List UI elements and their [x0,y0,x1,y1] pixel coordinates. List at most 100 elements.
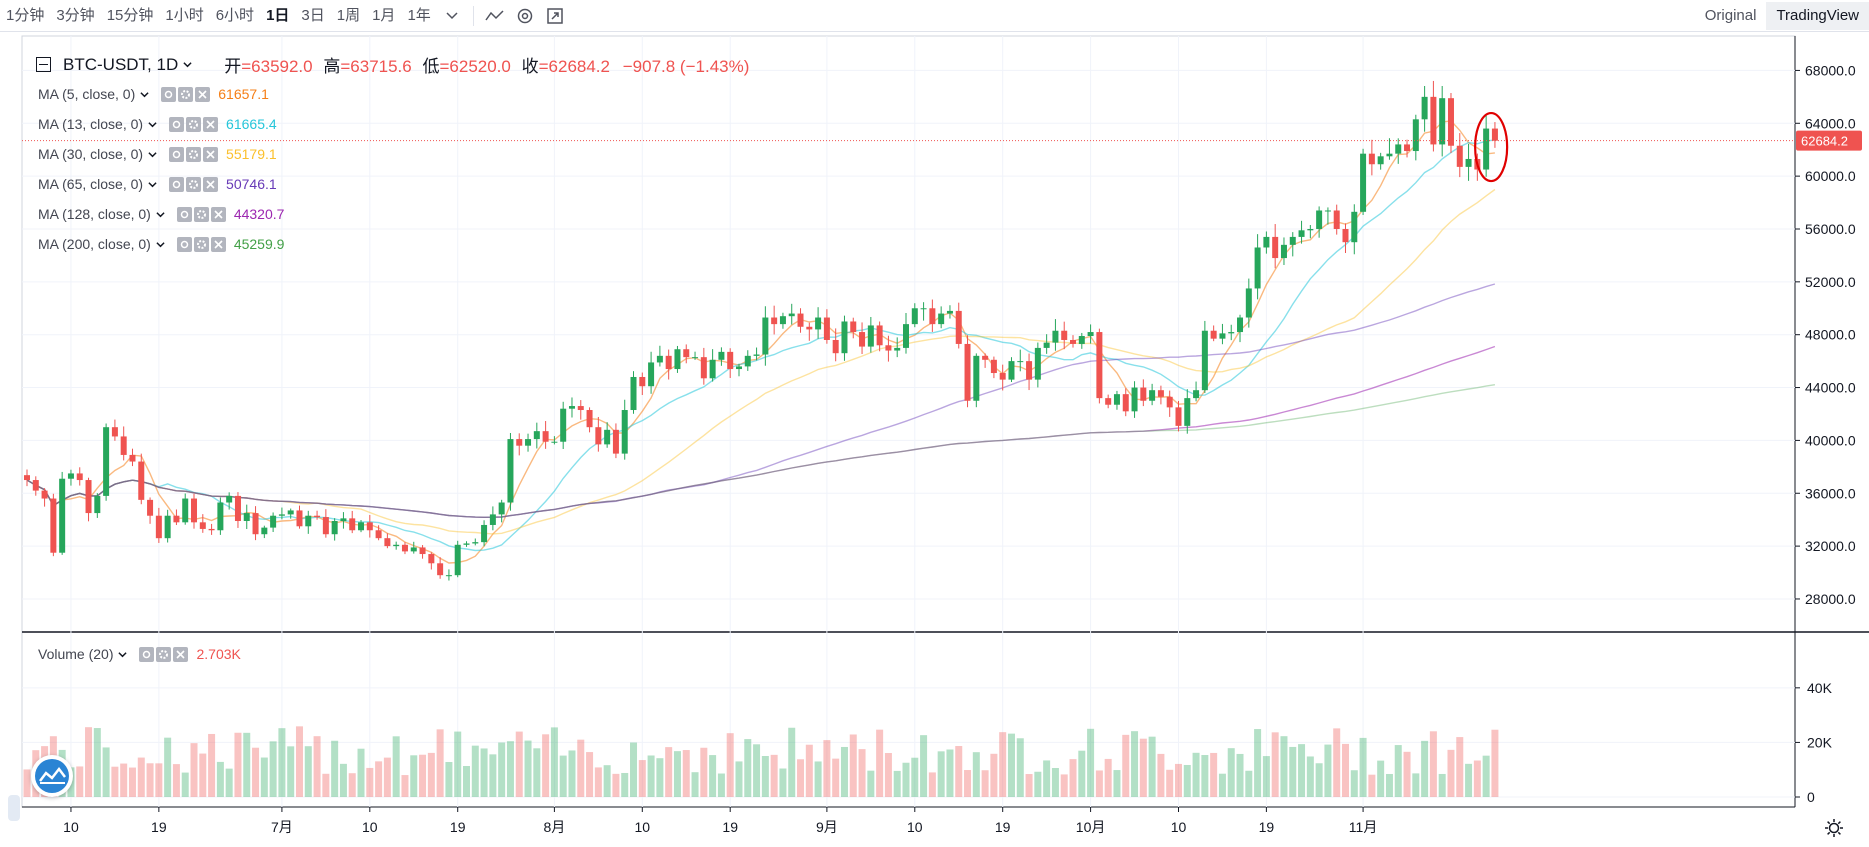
chevron-down-icon[interactable] [148,180,157,189]
candle-body[interactable] [498,502,505,515]
candle-body[interactable] [1017,361,1024,363]
candle-body[interactable] [243,513,250,522]
candle-body[interactable] [1184,398,1191,426]
candle-body[interactable] [973,355,980,401]
candle-body[interactable] [1386,153,1393,157]
gear-icon[interactable] [178,86,194,102]
candle-body[interactable] [410,547,417,552]
candle-body[interactable] [1026,361,1033,380]
candle-body[interactable] [876,325,883,346]
candle-body[interactable] [138,461,145,500]
candle-body[interactable] [533,431,540,440]
candle-body[interactable] [349,518,356,531]
candle-body[interactable] [85,480,92,514]
candle-body[interactable] [1483,128,1490,170]
candle-body[interactable] [859,332,866,347]
candle-body[interactable] [990,359,997,374]
candle-body[interactable] [683,349,690,358]
candle-body[interactable] [929,308,936,325]
candle-body[interactable] [1237,317,1244,333]
candle-body[interactable] [103,427,110,496]
candle-body[interactable] [217,502,224,531]
candle-body[interactable] [955,310,962,344]
candle-body[interactable] [1360,153,1367,212]
chevron-down-icon[interactable] [183,60,192,69]
candle-body[interactable] [1210,330,1217,339]
candle-body[interactable] [1421,96,1428,120]
candle-body[interactable] [1193,390,1200,399]
original-chart-button[interactable]: Original [1704,6,1757,24]
candle-body[interactable] [164,515,171,539]
volume-label[interactable]: Volume (20) [38,646,114,662]
candle-body[interactable] [692,357,699,359]
close-icon[interactable] [210,206,226,222]
close-icon[interactable] [203,116,219,132]
candle-body[interactable] [59,478,66,553]
candle-body[interactable] [1087,332,1094,337]
candle-body[interactable] [1412,119,1419,152]
indicator-label[interactable]: MA (65, close, 0) [38,176,144,192]
candle-body[interactable] [709,359,716,379]
candle-body[interactable] [920,308,927,310]
candle-body[interactable] [1149,390,1156,401]
indicator-label[interactable]: MA (30, close, 0) [38,146,144,162]
candle-body[interactable] [507,439,514,503]
chevron-down-icon[interactable] [118,650,128,659]
close-icon[interactable] [195,86,211,102]
candle-body[interactable] [1465,158,1472,167]
interval-button[interactable]: 1周 [336,7,361,24]
candle-body[interactable] [1324,210,1331,212]
settings-button[interactable] [1823,817,1845,844]
close-icon[interactable] [173,646,189,662]
candle-body[interactable] [1096,332,1103,399]
eye-icon[interactable] [169,146,185,162]
chart-style-icon[interactable] [480,0,510,31]
symbol-name[interactable]: BTC-USDT, 1D [63,54,179,74]
candle-body[interactable] [1175,407,1182,426]
gear-icon[interactable] [186,116,202,132]
candle-body[interactable] [481,524,488,543]
candle-body[interactable] [366,522,373,531]
candle-body[interactable] [595,427,602,445]
candle-body[interactable] [665,355,672,370]
candle-body[interactable] [1316,210,1323,229]
interval-button[interactable]: 1年 [407,7,431,24]
candle-body[interactable] [252,513,259,535]
interval-button[interactable]: 3分钟 [56,7,95,24]
gear-icon[interactable] [193,236,209,252]
candle-body[interactable] [621,410,628,454]
eye-icon[interactable] [139,646,155,662]
candle-body[interactable] [340,518,347,522]
candle-body[interactable] [208,528,215,531]
candle-body[interactable] [437,563,444,576]
interval-button[interactable]: 1月 [372,7,396,24]
candle-body[interactable] [1280,244,1287,259]
candle-body[interactable] [1043,342,1050,348]
candle-body[interactable] [94,495,101,514]
chevron-down-icon[interactable] [156,240,165,249]
candle-body[interactable] [744,355,751,367]
candle-body[interactable] [41,490,48,499]
candle-body[interactable] [261,527,268,535]
gear-icon[interactable] [510,0,540,31]
candle-body[interactable] [1368,153,1375,165]
candle-body[interactable] [401,544,408,552]
chevron-down-icon[interactable] [148,150,157,159]
candle-body[interactable] [806,326,813,330]
candle-body[interactable] [630,376,637,411]
candle-body[interactable] [1078,336,1085,344]
indicator-label[interactable]: MA (128, close, 0) [38,206,151,222]
interval-button[interactable]: 1小时 [165,7,204,24]
candle-body[interactable] [1447,98,1454,146]
candle-body[interactable] [1307,228,1314,231]
eye-icon[interactable] [176,206,192,222]
candle-body[interactable] [911,308,918,325]
candle-body[interactable] [296,510,303,527]
candle-body[interactable] [129,454,136,462]
interval-button[interactable]: 1日 [266,7,290,24]
tradingview-logo[interactable] [31,755,73,797]
candle-body[interactable] [1377,156,1384,165]
candle-body[interactable] [735,366,742,370]
candle-body[interactable] [155,515,162,539]
